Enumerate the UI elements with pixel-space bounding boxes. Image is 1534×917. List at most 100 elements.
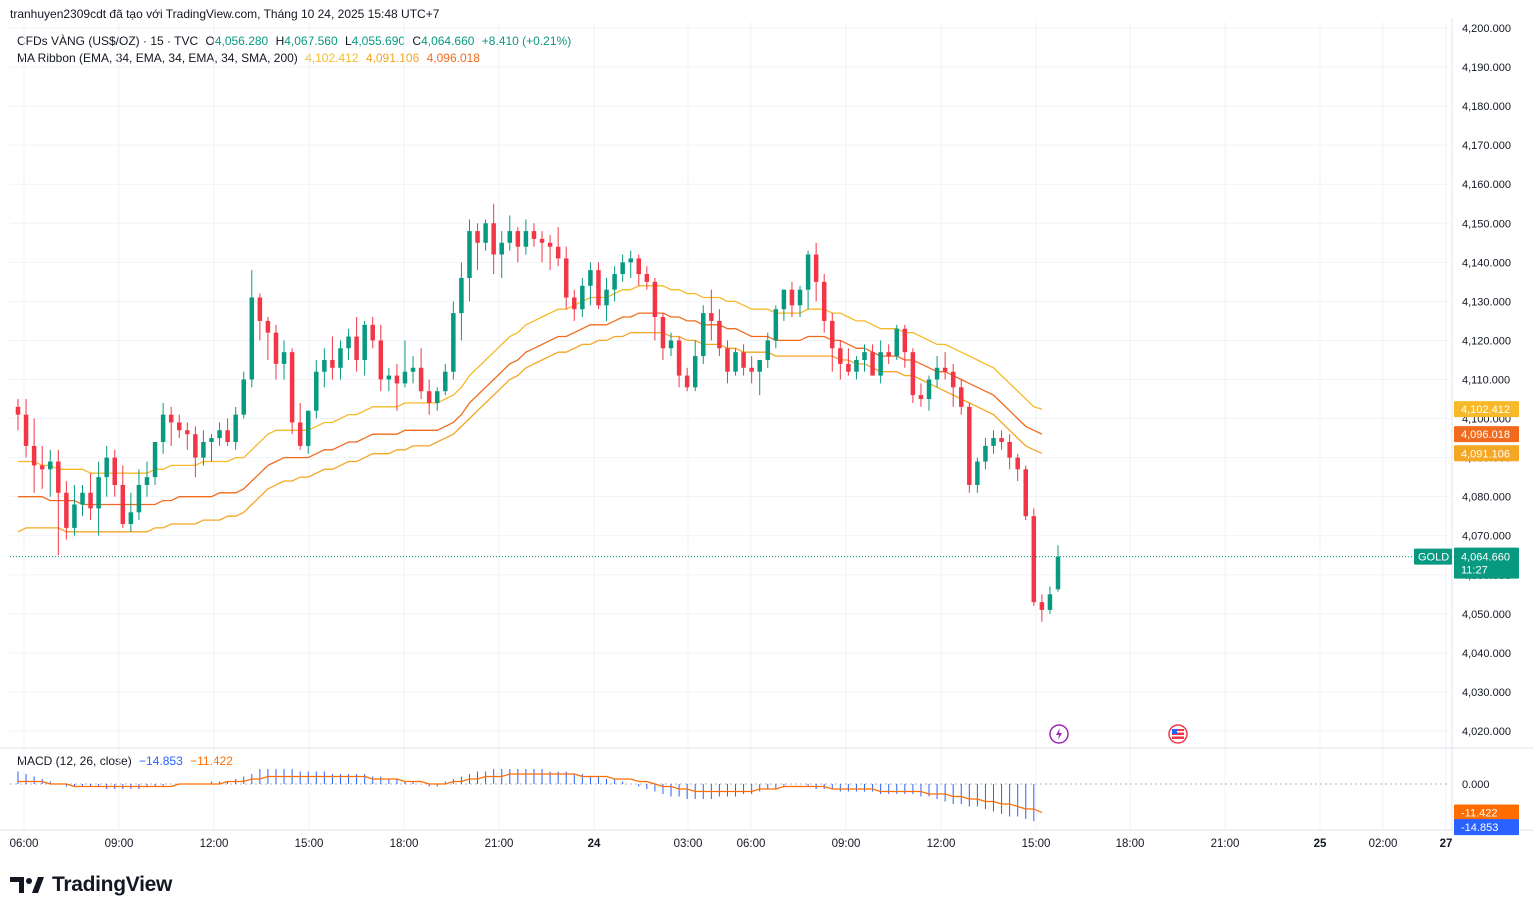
candle-body (23, 414, 29, 446)
time-axis[interactable]: 06:00 09:00 12:00 15:00 18:00 21:00 24 03:00 06:… (10, 838, 1453, 850)
ma3-price-tag-bg (1454, 426, 1519, 443)
macd-name[interactable]: MACD (12, 26, close) (17, 754, 132, 768)
ma3-price-tag: 4,096.018 (1454, 426, 1519, 443)
ma-ribbon-name[interactable]: MA Ribbon (EMA, 34, EMA, 34, EMA, 34, SM… (17, 51, 298, 65)
candle-body (1047, 594, 1053, 610)
flash-event-icon[interactable] (1049, 724, 1069, 744)
price-tick-label: 4,020.000 (1462, 726, 1511, 738)
candle-body (152, 441, 158, 478)
candle (265, 317, 271, 360)
candle (410, 356, 416, 384)
candle (80, 484, 85, 517)
candle-body (483, 223, 488, 243)
candle (152, 441, 158, 485)
candle-body (217, 430, 222, 439)
price-tick-label: 4,130.000 (1462, 296, 1511, 308)
candle-body (797, 289, 803, 306)
candles (15, 203, 1061, 622)
candle (894, 324, 900, 360)
candle (676, 336, 682, 388)
candle-body (104, 457, 109, 478)
candle (297, 402, 303, 450)
time-tick-label: 18:00 (1116, 838, 1145, 850)
macd-signal-tag-bg (1454, 804, 1519, 821)
candle (515, 227, 521, 263)
time-tick-label: 15:00 (295, 838, 324, 850)
candle-body (136, 484, 142, 513)
candle (47, 449, 53, 497)
candle-body (717, 320, 722, 349)
candle (596, 262, 601, 310)
ma-ribbon-legend[interactable]: MA Ribbon (EMA, 34, EMA, 34, EMA, 34, SM… (17, 51, 484, 65)
us-flag-event-icon[interactable] (1168, 724, 1188, 744)
time-tick-label: 06:00 (10, 838, 39, 850)
candle-body (515, 231, 521, 247)
candle (96, 461, 101, 536)
candle (999, 430, 1004, 450)
candle (120, 465, 126, 528)
ma-value-2: 4,091.106 (365, 51, 420, 65)
time-tick-label: 12:00 (200, 838, 229, 850)
candle-body (346, 336, 351, 349)
candle-body (926, 379, 932, 400)
candle (305, 410, 311, 454)
ma-line-yellow (18, 285, 1043, 474)
candle (322, 348, 327, 388)
candle-body (410, 367, 416, 372)
candle-body (475, 231, 480, 243)
candle (572, 289, 577, 321)
candle (39, 445, 45, 489)
candle-body (934, 367, 940, 380)
candle (547, 234, 553, 271)
candle (475, 223, 480, 271)
candle-body (668, 340, 674, 349)
candle (330, 336, 335, 380)
candle-body (233, 414, 238, 442)
candle-body (467, 231, 472, 278)
macd-zero-label: 0.000 (1462, 779, 1490, 791)
candle (467, 219, 472, 302)
candle (741, 344, 746, 376)
candle (112, 449, 117, 497)
candle (23, 399, 29, 458)
candle (1055, 545, 1061, 592)
time-tick-label: 03:00 (674, 838, 703, 850)
candle (418, 348, 424, 400)
macd-legend[interactable]: MACD (12, 26, close) −14.853 −11.422 (17, 754, 237, 768)
candle-body (434, 391, 440, 403)
event-markers[interactable] (1049, 724, 1188, 744)
price-tick-label: 4,040.000 (1462, 648, 1511, 660)
candle (830, 313, 835, 372)
candle-body (338, 348, 343, 368)
candle-body (1023, 469, 1029, 517)
candle (362, 320, 367, 376)
us-flag-stripe (1172, 731, 1184, 733)
price-chart[interactable]: 4,200.000 4,190.000 4,180.000 4,170.000 4,16… (0, 0, 1534, 870)
candle-body (862, 352, 867, 360)
ma2-price-tag-text: 4,091.106 (1461, 448, 1510, 460)
candle-body (330, 359, 335, 368)
candle (604, 277, 609, 321)
candle (668, 332, 674, 357)
candle-body (418, 367, 424, 392)
candle (789, 281, 795, 318)
candle-body (257, 297, 263, 321)
candle (781, 289, 787, 321)
candle-body (636, 258, 642, 275)
candle (926, 375, 932, 411)
candle (523, 219, 529, 255)
candle-body (588, 270, 593, 286)
candle-body (749, 367, 754, 372)
candle-body (942, 367, 948, 372)
candle (209, 434, 214, 462)
candle (821, 274, 827, 333)
symbol-legend[interactable]: CFDs VÀNG (US$/OZ) · 15 · TVC O4,056.280… (17, 34, 575, 48)
candle (886, 344, 891, 364)
symbol-name[interactable]: CFDs VÀNG (US$/OZ) · 15 · TVC (17, 34, 199, 48)
candle-body (168, 414, 174, 423)
candle-body (507, 231, 513, 243)
candle (652, 277, 658, 341)
open-value: 4,056.280 (214, 34, 269, 48)
price-tick-label: 4,070.000 (1462, 531, 1511, 543)
candle (918, 383, 924, 407)
